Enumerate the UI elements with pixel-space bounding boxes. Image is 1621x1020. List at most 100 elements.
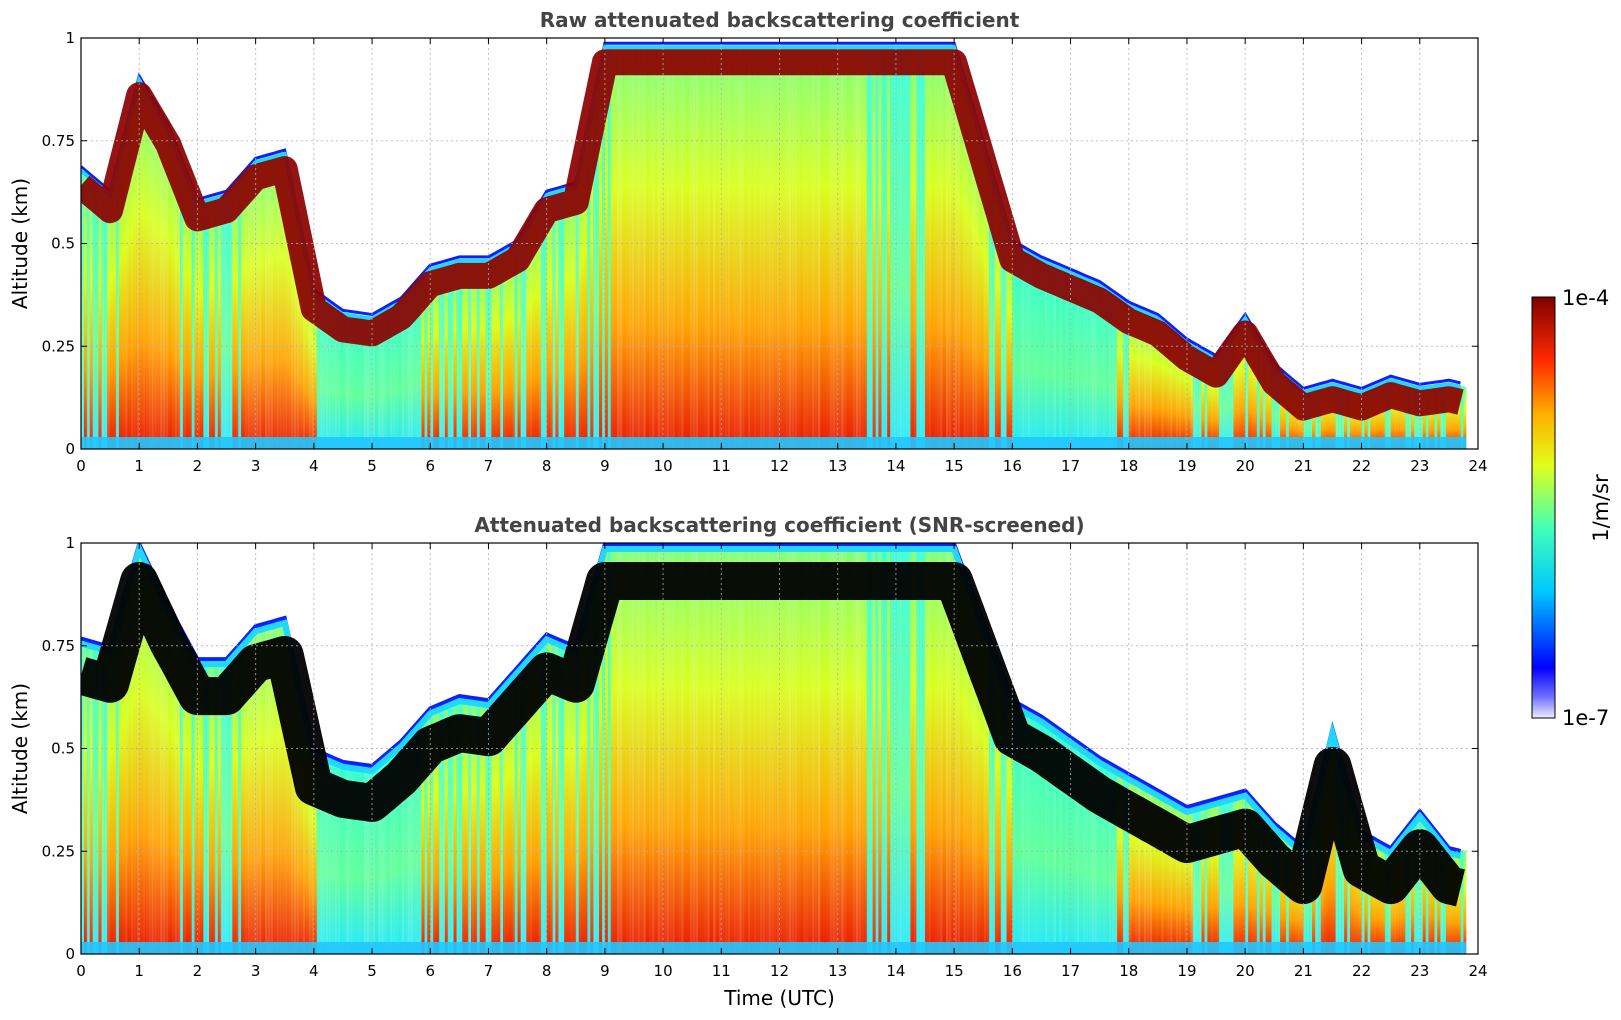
signal-column (776, 46, 781, 449)
signal-column (92, 180, 97, 449)
signal-column (1157, 790, 1162, 954)
signal-column (907, 46, 912, 449)
signal-column (593, 95, 597, 449)
signal-column (1076, 275, 1080, 449)
signal-column (1413, 386, 1418, 449)
signal-column (866, 46, 871, 449)
signal-column (1457, 385, 1462, 449)
signal-column (898, 46, 903, 449)
x-tick-label: 1 (134, 962, 144, 980)
signal-column (1090, 751, 1095, 954)
signal-column (846, 46, 850, 449)
signal-column (1460, 850, 1465, 954)
signal-column (901, 543, 906, 954)
signal-column (773, 543, 778, 954)
signal-column (462, 259, 466, 449)
signal-column (1122, 770, 1127, 954)
signal-column (1242, 790, 1246, 954)
signal-column (703, 543, 708, 954)
signal-column (1422, 815, 1427, 954)
x-tick-label: 7 (484, 962, 494, 980)
signal-column (965, 578, 970, 954)
signal-column (1108, 762, 1112, 954)
signal-column (299, 229, 303, 449)
signal-column (165, 601, 169, 954)
signal-column (1146, 783, 1150, 954)
signal-column (363, 316, 367, 449)
signal-column (596, 568, 600, 954)
signal-column (500, 684, 504, 954)
signal-column (1411, 385, 1415, 449)
signal-column (415, 282, 420, 449)
signal-column (267, 621, 271, 954)
signal-column (1253, 801, 1258, 954)
signal-column (636, 543, 641, 954)
signal-column (799, 46, 804, 449)
signal-column (540, 638, 545, 954)
signal-column (188, 644, 193, 954)
signal-column (1006, 687, 1011, 954)
signal-column (735, 46, 740, 449)
signal-column (162, 595, 166, 954)
signal-column (1265, 354, 1270, 449)
signal-column (110, 188, 114, 449)
signal-column (1006, 228, 1011, 449)
signal-column (491, 257, 495, 449)
signal-column (243, 172, 248, 449)
signal-column (351, 314, 356, 449)
signal-column (843, 543, 848, 954)
signal-column (1204, 352, 1208, 449)
signal-column (660, 46, 664, 449)
signal-column (89, 178, 94, 449)
signal-column (721, 46, 725, 449)
signal-column (238, 643, 242, 954)
signal-column (165, 125, 169, 449)
signal-column (601, 548, 606, 954)
x-tick-label: 11 (712, 457, 731, 475)
signal-column (532, 216, 536, 449)
signal-column (133, 96, 137, 449)
signal-column (747, 46, 751, 449)
signal-column (290, 649, 295, 954)
signal-column (503, 681, 507, 954)
signal-column (840, 46, 845, 449)
x-tick-label: 13 (828, 457, 847, 475)
signal-column (622, 46, 626, 449)
signal-column (1198, 802, 1203, 954)
signal-column (1120, 769, 1124, 954)
y-tick-label: 0.75 (42, 132, 75, 150)
signal-column (342, 313, 347, 449)
signal-column (220, 195, 225, 449)
signal-column (1274, 368, 1278, 449)
y-tick-label: 1 (65, 534, 75, 552)
x-tick-label: 12 (770, 457, 789, 475)
signal-column (1050, 264, 1054, 449)
signal-column (1012, 244, 1016, 449)
signal-column (974, 601, 979, 954)
signal-column (450, 262, 455, 449)
signal-column (686, 46, 690, 449)
signal-column (820, 46, 824, 449)
signal-column (223, 658, 228, 954)
signal-column (543, 196, 548, 449)
signal-column (118, 609, 123, 954)
signal-column (209, 658, 213, 954)
signal-column (555, 637, 559, 954)
signal-column (127, 578, 132, 954)
signal-column (1093, 282, 1098, 449)
y-tick-label: 0 (65, 440, 75, 458)
signal-column (552, 636, 556, 954)
signal-column (459, 695, 463, 954)
signal-column (1018, 247, 1022, 449)
signal-column (572, 645, 577, 954)
signal-column (281, 153, 286, 449)
signal-column (444, 263, 449, 449)
signal-column (1035, 257, 1040, 449)
signal-column (1312, 388, 1316, 449)
signal-column (214, 658, 219, 954)
signal-column (764, 46, 769, 449)
signal-column (1326, 384, 1331, 449)
signal-column (369, 317, 373, 449)
signal-column (1271, 820, 1275, 954)
signal-column (1184, 805, 1188, 954)
